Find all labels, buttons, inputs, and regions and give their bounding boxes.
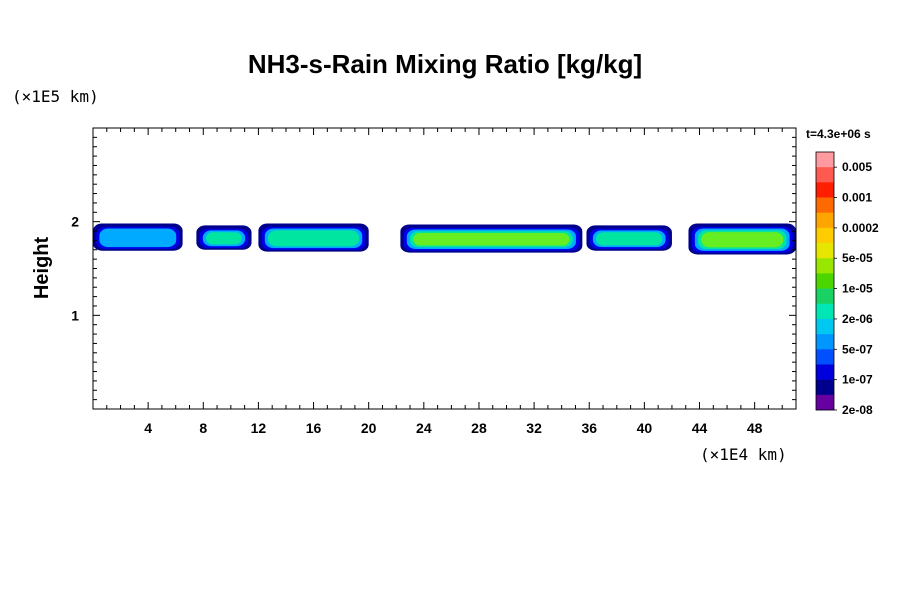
plot-area: 4 8 12 16 20 24 28 32 36 40 44 48 12	[71, 127, 797, 436]
x-tick-label: 44	[692, 420, 708, 436]
y-tick-label: 1	[71, 307, 79, 323]
contour-fields	[93, 223, 796, 255]
contour-band	[413, 233, 570, 246]
colorbar-label: 2e-06	[842, 312, 873, 326]
colorbar-swatch	[816, 197, 834, 214]
colorbar-swatch	[816, 349, 834, 365]
cloud-blob	[258, 223, 369, 252]
x-tick-label: 12	[251, 420, 267, 436]
colorbar-swatch	[816, 258, 834, 274]
colorbar-label: 0.001	[842, 191, 872, 205]
cloud-blob	[586, 225, 672, 251]
colorbar-swatch	[816, 152, 834, 168]
colorbar-swatch	[816, 212, 834, 229]
colorbar-swatch	[816, 394, 834, 411]
cloud-blob	[688, 223, 796, 255]
y-unit-label: (×1E5 km)	[12, 87, 99, 106]
x-tick-label: 16	[306, 420, 322, 436]
colorbar-label: 5e-07	[842, 342, 873, 356]
colorbar-swatch	[816, 379, 834, 396]
colorbar-swatch	[816, 227, 834, 244]
contour-band	[205, 232, 242, 245]
colorbar-frame	[815, 151, 835, 411]
x-tick-label: 32	[526, 420, 542, 436]
cloud-blob	[93, 223, 183, 251]
colorbar: 0.005 0.001 0.0002 5e-05 1e-05 2e-06 5e-07 1e-0…	[815, 151, 879, 417]
x-tick-label: 24	[416, 420, 432, 436]
cloud-blob	[196, 225, 252, 250]
colorbar-swatch	[816, 273, 834, 289]
x-tick-label: 40	[637, 420, 653, 436]
x-tick-label: 48	[747, 420, 763, 436]
y-tick-label: 2	[71, 214, 79, 230]
contour-band	[99, 228, 177, 248]
y-axis: 12	[71, 136, 796, 401]
colorbar-label: 1e-05	[842, 282, 873, 296]
cloud-blob	[400, 224, 583, 253]
contour-band	[596, 232, 663, 246]
colorbar-label: 0.0002	[842, 221, 879, 235]
colorbar-label: 0.005	[842, 160, 872, 174]
x-tick-label: 36	[581, 420, 597, 436]
y-axis-label: Height	[31, 237, 53, 300]
contour-band	[701, 232, 784, 248]
x-unit-label: (×1E4 km)	[700, 445, 787, 464]
colorbar-label: 1e-07	[842, 373, 873, 387]
x-tick-label: 8	[199, 420, 207, 436]
chart-title: NH3-s-Rain Mixing Ratio [kg/kg]	[248, 49, 642, 79]
colorbar-swatch	[816, 364, 834, 380]
time-label: t=4.3e+06 s	[806, 127, 871, 141]
colorbar-label: 2e-08	[842, 403, 873, 417]
colorbar-swatch	[816, 303, 834, 320]
colorbar-swatch	[816, 167, 834, 183]
x-axis: 4 8 12 16 20 24 28 32 36 40 44 48	[106, 128, 783, 436]
colorbar-swatch	[816, 318, 834, 335]
colorbar-swatch	[816, 334, 834, 350]
x-tick-label: 20	[361, 420, 377, 436]
colorbar-swatch	[816, 182, 834, 198]
colorbar-label: 5e-05	[842, 251, 873, 265]
colorbar-swatch	[816, 288, 834, 305]
contour-band	[268, 230, 360, 247]
x-tick-label: 4	[144, 420, 152, 436]
colorbar-swatch	[816, 243, 834, 259]
x-tick-label: 28	[471, 420, 487, 436]
